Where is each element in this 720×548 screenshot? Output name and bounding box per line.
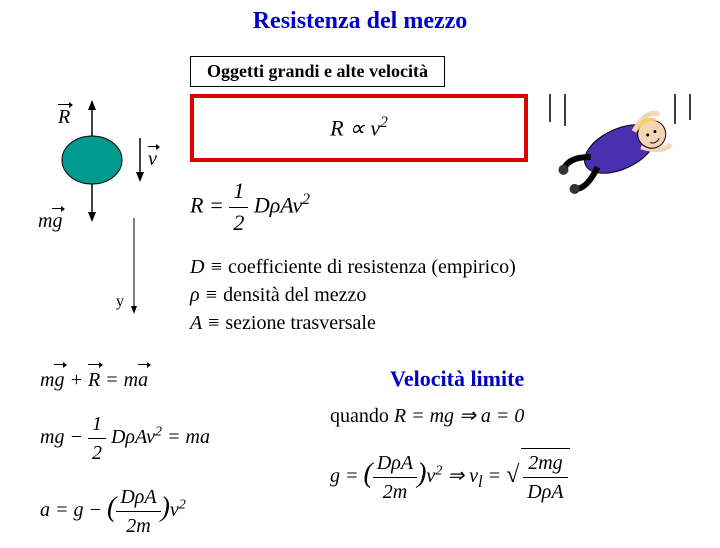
R-formula: R = 12 DρAv2 [190, 176, 516, 239]
def-D: D ≡ coefficiente di resistenza (empirico… [190, 253, 516, 281]
subtitle-box: Oggetti grandi e alte velocità [190, 56, 445, 87]
def-rho: ρ ≡ densità del mezzo [190, 281, 516, 309]
main-formula-block: R = 12 DρAv2 D ≡ coefficiente di resiste… [190, 176, 516, 337]
eq-scalar: mg − 12 DρAv2 = ma [40, 410, 210, 467]
proportional-formula-box: R ∝ v2 [190, 94, 528, 162]
v-label: v [148, 148, 157, 171]
eq-vector-sum: mg + R = ma [40, 366, 210, 394]
R-label: R [58, 106, 70, 129]
eq-terminal-velocity: g = (DρA2m)v2 ⇒ vl = √2mgDρA [330, 448, 570, 506]
newton-equations: mg + R = ma mg − 12 DρAv2 = ma a = g − (… [40, 366, 210, 540]
force-diagram: R v mg y [30, 98, 170, 318]
y-axis-label: y [116, 293, 124, 311]
page-title: Resistenza del mezzo [0, 8, 720, 35]
proportional-formula: R ∝ v2 [330, 114, 388, 141]
mg-label: mg [38, 210, 62, 233]
def-A: A ≡ sezione trasversale [190, 309, 516, 337]
velocity-limit-title: Velocità limite [390, 366, 524, 392]
falling-person-illustration [540, 94, 700, 194]
terminal-velocity-equations: quando R = mg ⇒ a = 0 g = (DρA2m)v2 ⇒ vl… [330, 402, 570, 506]
eq-acceleration: a = g − (DρA2m)v2 [40, 483, 210, 540]
eq-condition: quando R = mg ⇒ a = 0 [330, 402, 570, 430]
